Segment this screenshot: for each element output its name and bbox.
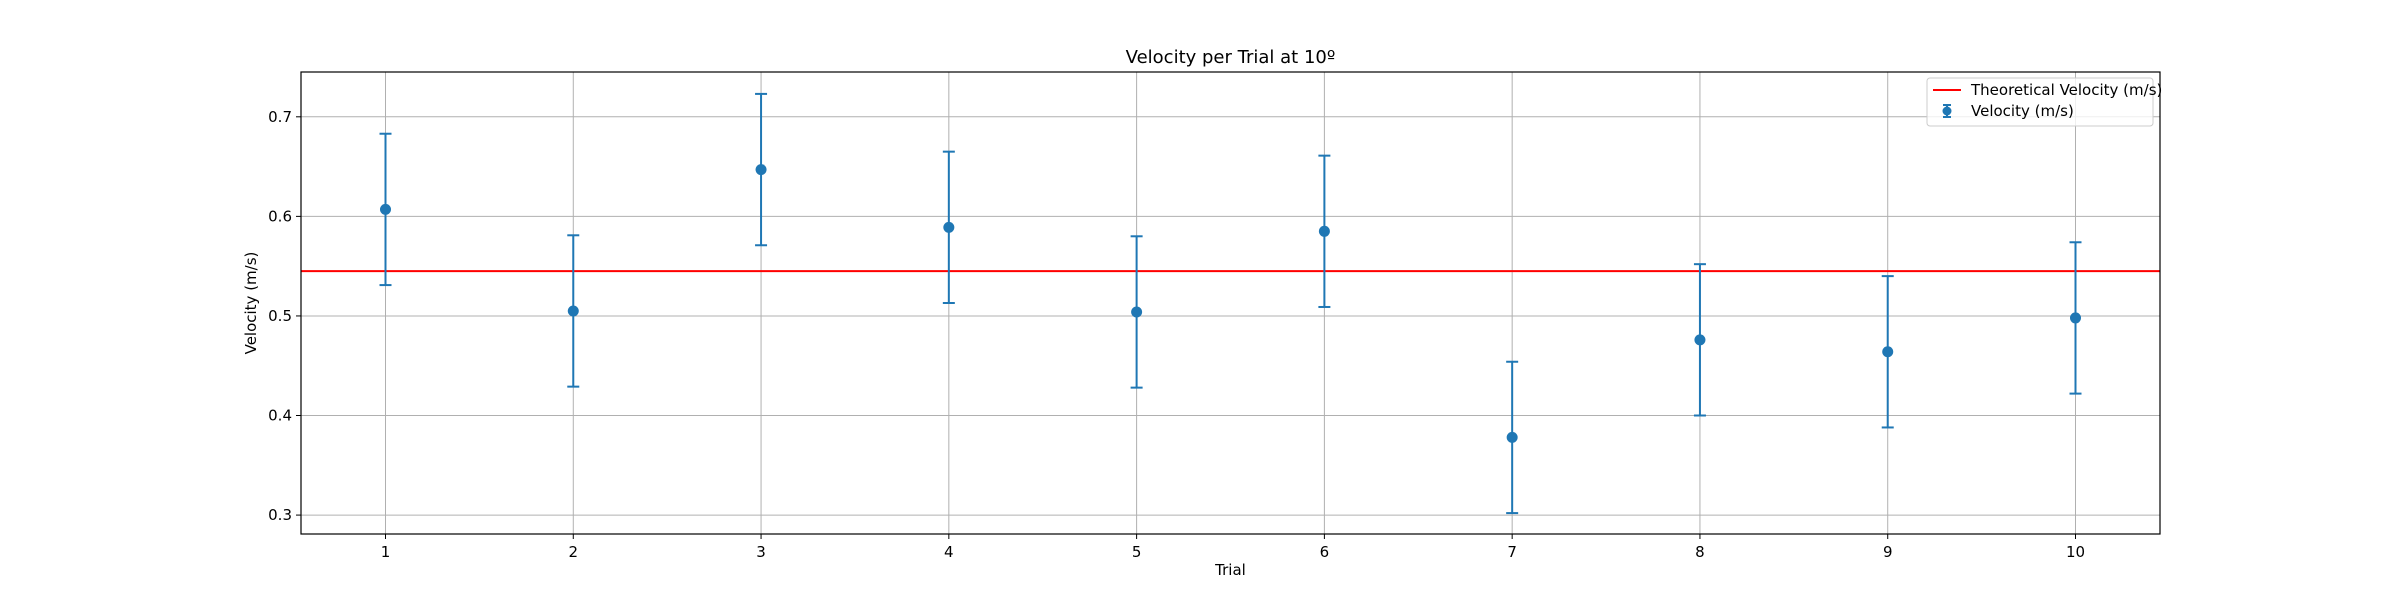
series-points <box>379 92 2082 515</box>
y-tick-label: 0.7 <box>268 108 292 126</box>
x-tick-label: 7 <box>1507 543 1517 561</box>
y-tick-label: 0.5 <box>268 307 292 325</box>
legend: Theoretical Velocity (m/s) Velocity (m/s… <box>1926 77 2162 127</box>
x-tick-label: 4 <box>944 543 954 561</box>
x-axis-label: Trial <box>1214 561 1246 579</box>
data-point <box>1882 346 1894 358</box>
legend-reference-label: Theoretical Velocity (m/s) <box>1970 81 2162 99</box>
x-tick-label: 10 <box>2066 543 2085 561</box>
legend-box <box>1926 77 2154 127</box>
x-tick-label: 3 <box>756 543 766 561</box>
x-tick-label: 9 <box>1883 543 1893 561</box>
y-axis-label: Velocity (m/s) <box>242 252 260 355</box>
x-tick-label: 5 <box>1132 543 1142 561</box>
y-tick-label: 0.6 <box>268 207 292 225</box>
x-tick-label: 1 <box>381 543 391 561</box>
data-point <box>1131 306 1143 318</box>
data-point <box>380 203 391 215</box>
x-tick-label: 8 <box>1695 543 1705 561</box>
data-point <box>1506 431 1518 443</box>
axis-ticks: 1 2 3 4 5 6 7 8 9 10 0.3 0.4 0.5 0.6 0.7 <box>268 108 2085 561</box>
x-tick-label: 6 <box>1320 543 1330 561</box>
plot-frame <box>300 71 2161 535</box>
data-point <box>755 164 767 176</box>
data-point <box>2070 312 2081 324</box>
legend-series-swatch <box>1942 104 1952 118</box>
data-point <box>1318 225 1330 237</box>
data-point <box>943 221 955 233</box>
y-tick-label: 0.3 <box>268 506 292 524</box>
data-point <box>1694 334 1706 346</box>
chart-title: Velocity per Trial at 10º <box>1126 47 1336 68</box>
data-point <box>567 305 579 317</box>
x-tick-label: 2 <box>569 543 579 561</box>
legend-marker <box>1942 106 1952 116</box>
y-tick-label: 0.4 <box>268 407 292 425</box>
legend-series-label: Velocity (m/s) <box>1971 102 2074 120</box>
